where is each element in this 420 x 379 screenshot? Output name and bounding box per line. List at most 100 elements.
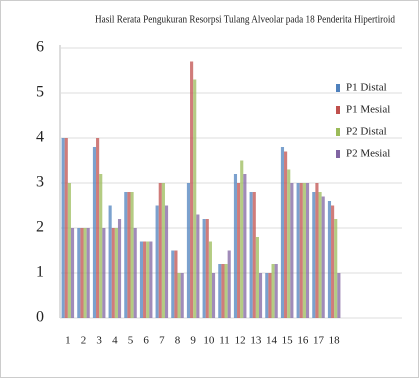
bar bbox=[290, 183, 294, 318]
bar bbox=[146, 241, 150, 318]
bar bbox=[218, 264, 222, 318]
bar bbox=[296, 183, 300, 318]
bar bbox=[130, 192, 134, 318]
x-tick-label: 9 bbox=[190, 335, 196, 347]
bar bbox=[224, 264, 228, 318]
x-tick-label: 6 bbox=[143, 335, 149, 347]
chart-title: Hasil Rerata Pengukuran Resorpsi Tulang … bbox=[95, 14, 395, 25]
bar bbox=[274, 264, 278, 318]
y-tick-label: 4 bbox=[36, 129, 44, 146]
bar bbox=[80, 228, 84, 318]
bar bbox=[287, 169, 291, 318]
y-tick-label: 2 bbox=[36, 219, 44, 236]
bar bbox=[237, 183, 241, 318]
x-tick-label: 11 bbox=[219, 335, 230, 347]
bar bbox=[208, 241, 212, 318]
x-tick-label: 7 bbox=[159, 335, 165, 347]
legend-label: P1 Distal bbox=[346, 82, 387, 94]
bar bbox=[149, 241, 153, 318]
bar bbox=[337, 273, 341, 318]
bar bbox=[321, 196, 325, 318]
bar bbox=[305, 183, 310, 318]
bar bbox=[299, 183, 303, 318]
bar bbox=[190, 61, 194, 318]
y-tick-label: 5 bbox=[36, 84, 44, 101]
x-tick-label: 16 bbox=[297, 335, 309, 347]
bar bbox=[155, 205, 159, 318]
bar bbox=[158, 183, 162, 318]
legend-label: P1 Mesial bbox=[346, 104, 390, 116]
bar bbox=[64, 138, 68, 318]
x-tick-label: 3 bbox=[96, 335, 102, 347]
bar bbox=[77, 228, 81, 318]
x-tick-label: 10 bbox=[203, 335, 215, 347]
bar bbox=[196, 214, 200, 318]
legend-swatch bbox=[336, 84, 340, 92]
legend-label: P2 Distal bbox=[346, 126, 387, 138]
bar bbox=[180, 273, 184, 318]
bar bbox=[161, 183, 165, 318]
y-tick-label: 0 bbox=[36, 309, 44, 326]
x-tick-label: 17 bbox=[313, 335, 325, 347]
bar bbox=[211, 273, 216, 318]
bar bbox=[284, 151, 288, 318]
bar bbox=[233, 174, 238, 318]
bar bbox=[96, 138, 100, 318]
bar bbox=[164, 205, 169, 318]
bar bbox=[117, 219, 122, 318]
legend-label: P2 Mesial bbox=[346, 148, 390, 160]
x-tick-label: 15 bbox=[282, 335, 294, 347]
bar bbox=[265, 273, 269, 318]
bar bbox=[205, 219, 209, 318]
bar bbox=[139, 241, 144, 318]
bar bbox=[318, 192, 322, 318]
x-tick-label: 12 bbox=[235, 335, 246, 347]
x-tick-label: 2 bbox=[81, 335, 87, 347]
bar bbox=[143, 241, 147, 318]
bar bbox=[99, 174, 103, 318]
legend-swatch bbox=[336, 128, 340, 136]
bar bbox=[331, 205, 335, 318]
bar bbox=[221, 264, 225, 318]
bar bbox=[271, 264, 275, 318]
bar bbox=[171, 250, 175, 318]
x-tick-label: 4 bbox=[112, 335, 118, 347]
bar bbox=[124, 192, 128, 318]
bar bbox=[127, 192, 131, 318]
bar bbox=[61, 138, 65, 318]
bar bbox=[315, 183, 319, 318]
bar bbox=[86, 228, 90, 318]
bar bbox=[114, 228, 118, 318]
x-tick-label: 13 bbox=[250, 335, 262, 347]
x-tick-label: 14 bbox=[266, 335, 278, 347]
x-tick-label: 18 bbox=[329, 335, 341, 347]
x-tick-label: 1 bbox=[65, 335, 71, 347]
y-tick-label: 3 bbox=[36, 174, 44, 191]
bar bbox=[258, 273, 263, 318]
bar bbox=[186, 183, 191, 318]
bar bbox=[111, 228, 115, 318]
bar bbox=[255, 237, 259, 318]
bar bbox=[240, 160, 244, 318]
bar bbox=[108, 205, 112, 318]
bar bbox=[67, 183, 71, 318]
bar bbox=[102, 228, 106, 318]
y-tick-label: 6 bbox=[36, 39, 44, 56]
bar bbox=[312, 192, 316, 318]
bar bbox=[280, 147, 285, 318]
bar bbox=[302, 183, 306, 318]
bar bbox=[243, 174, 247, 318]
bar bbox=[202, 219, 206, 318]
legend-swatch bbox=[336, 150, 340, 158]
bar bbox=[268, 273, 272, 318]
bar bbox=[83, 228, 87, 318]
bar bbox=[133, 228, 137, 318]
bar bbox=[193, 79, 197, 318]
legend-swatch bbox=[336, 106, 340, 114]
bar bbox=[227, 250, 231, 318]
bar bbox=[327, 201, 332, 318]
bar bbox=[174, 250, 178, 318]
bar bbox=[252, 192, 256, 318]
bar bbox=[177, 273, 181, 318]
